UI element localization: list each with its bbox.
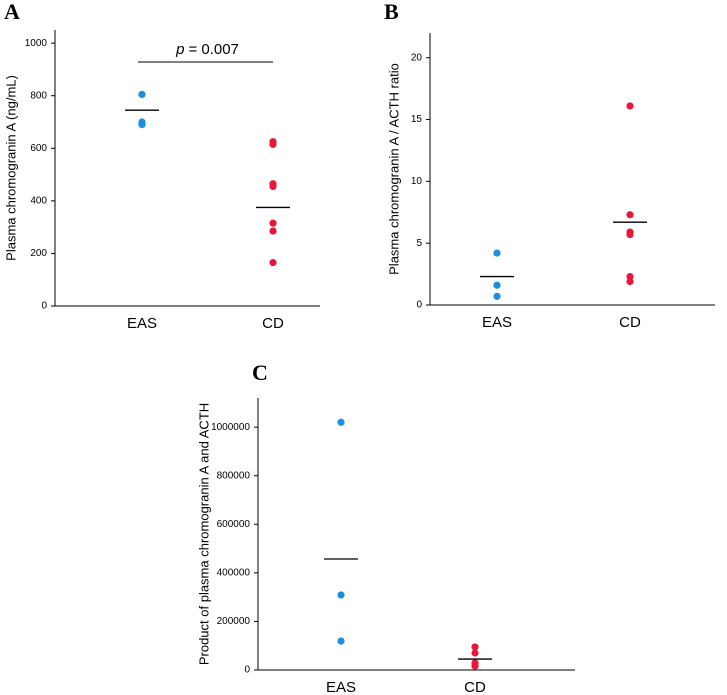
x-tick-label: CD bbox=[464, 679, 486, 695]
dot bbox=[269, 219, 277, 227]
panel-label: C bbox=[252, 360, 268, 385]
y-axis-label: Product of plasma chromogranin A and ACT… bbox=[196, 403, 211, 665]
y-tick-label: 0 bbox=[244, 665, 250, 676]
x-tick-label: CD bbox=[262, 315, 284, 332]
dot bbox=[138, 121, 146, 129]
y-tick-label: 10 bbox=[411, 176, 423, 187]
dot bbox=[269, 140, 277, 148]
annotation: p = 0.007 bbox=[175, 41, 239, 58]
dot bbox=[471, 662, 479, 670]
y-tick-label: 1000 bbox=[25, 38, 48, 49]
dot bbox=[138, 90, 146, 98]
y-tick-label: 15 bbox=[411, 114, 423, 125]
y-axis-label: Plasma chromogranin A / ACTH ratio bbox=[386, 63, 401, 275]
dot bbox=[626, 272, 634, 281]
y-tick-label: 200 bbox=[30, 248, 47, 259]
x-tick-label: CD bbox=[619, 314, 641, 331]
y-tick-label: 5 bbox=[416, 238, 422, 249]
dot bbox=[337, 418, 345, 426]
dot bbox=[493, 281, 501, 289]
dot bbox=[269, 259, 277, 267]
x-tick-label: EAS bbox=[326, 679, 356, 695]
dot bbox=[493, 292, 501, 300]
x-tick-label: EAS bbox=[127, 315, 157, 332]
dot bbox=[626, 211, 634, 219]
y-tick-label: 200000 bbox=[217, 616, 251, 627]
y-axis-label: Plasma chromogranin A (ng/mL) bbox=[3, 75, 18, 261]
y-tick-label: 400000 bbox=[217, 567, 251, 578]
dot bbox=[626, 102, 634, 110]
x-tick-label: EAS bbox=[482, 314, 512, 331]
panel-label: A bbox=[4, 0, 20, 24]
y-tick-label: 400 bbox=[30, 195, 47, 206]
dot bbox=[471, 649, 479, 657]
dot bbox=[626, 277, 634, 286]
y-tick-label: 600000 bbox=[217, 519, 251, 530]
panel-label: B bbox=[384, 0, 399, 24]
dot bbox=[269, 182, 277, 190]
dot bbox=[626, 230, 634, 239]
dot bbox=[337, 637, 345, 645]
y-tick-label: 600 bbox=[30, 143, 47, 154]
y-tick-label: 20 bbox=[411, 52, 423, 63]
dot bbox=[337, 591, 345, 599]
dot bbox=[471, 643, 479, 651]
annotation-p: p bbox=[175, 41, 184, 58]
y-tick-label: 1000000 bbox=[211, 422, 250, 433]
annotation-value: = 0.007 bbox=[188, 41, 238, 58]
dot bbox=[493, 249, 501, 257]
y-tick-label: 800000 bbox=[217, 470, 251, 481]
y-tick-label: 800 bbox=[30, 90, 47, 101]
y-tick-label: 0 bbox=[416, 300, 422, 311]
dot bbox=[269, 227, 277, 235]
y-tick-label: 0 bbox=[41, 301, 47, 312]
